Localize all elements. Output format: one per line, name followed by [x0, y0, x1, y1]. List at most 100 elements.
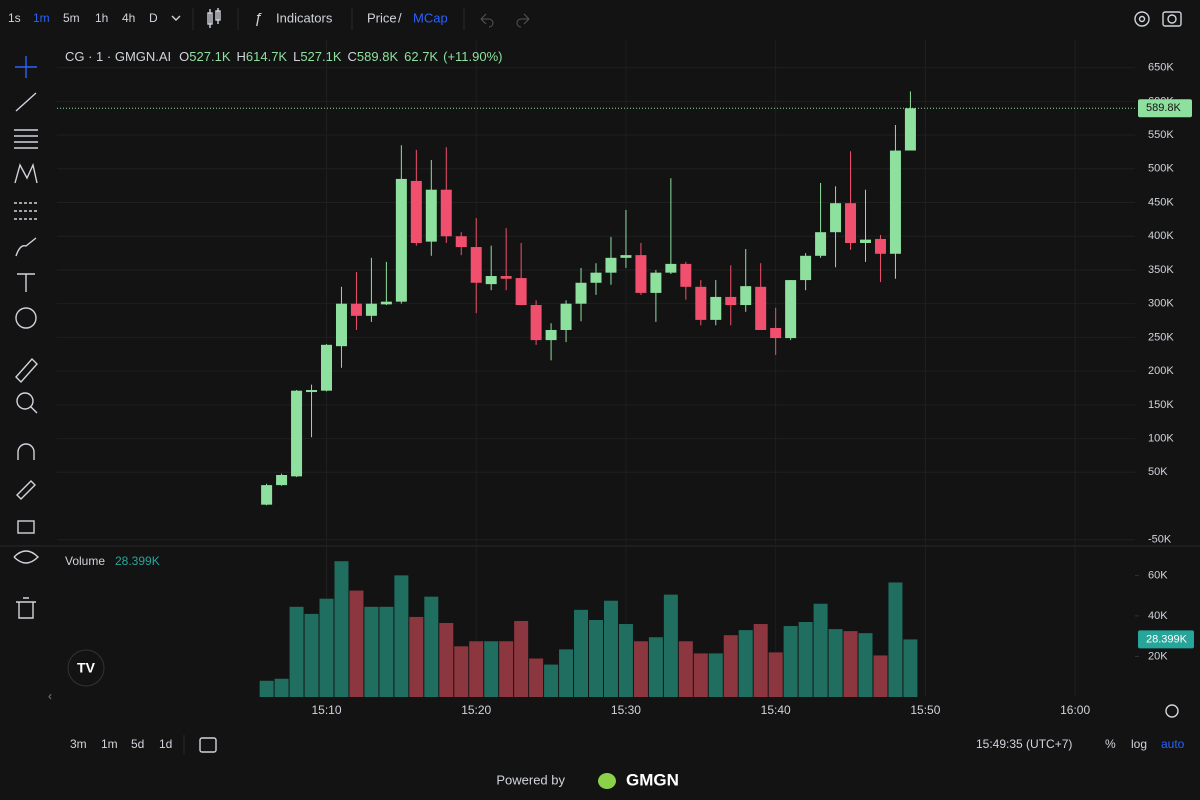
line-tool[interactable]	[15, 92, 37, 112]
y-tick-label: 50K	[1148, 466, 1168, 478]
candle-body	[276, 474, 288, 486]
volume-bar	[738, 630, 753, 697]
interval[interactable]: 4h	[122, 11, 135, 25]
lock-tool[interactable]	[17, 520, 35, 534]
delete-tool[interactable]	[16, 597, 36, 619]
candle-body	[545, 329, 557, 341]
fx-icon[interactable]: ƒ	[254, 10, 262, 27]
tv-logo[interactable]	[67, 649, 105, 687]
screenshot[interactable]	[1162, 11, 1182, 27]
candle-body	[620, 255, 632, 258]
axis-settings[interactable]	[1165, 704, 1179, 718]
chart-type-button[interactable]	[207, 8, 221, 28]
volume-tick-label: 20K	[1148, 650, 1168, 662]
undo[interactable]	[480, 13, 494, 28]
volume-bar	[708, 653, 723, 697]
volume-bar	[753, 624, 768, 697]
ohlc-label: C	[348, 49, 357, 64]
volume-bar	[813, 603, 828, 697]
ruler-tool[interactable]	[15, 357, 38, 384]
x-tick-label: 15:20	[461, 703, 491, 717]
text-tool[interactable]	[17, 273, 35, 292]
legend: CG · 1 · GMGN.AI O527.1K H614.7K L527.1K C58…	[65, 49, 503, 64]
candle-body	[365, 303, 377, 316]
candle-body	[830, 203, 842, 233]
settings[interactable]	[1134, 11, 1150, 27]
volume-bar	[648, 637, 663, 697]
hide-tool[interactable]	[13, 550, 39, 564]
brand-logo	[598, 773, 616, 789]
x-tick-label: 16:00	[1060, 703, 1090, 717]
candle-body	[380, 301, 392, 305]
emoji-tool[interactable]	[15, 307, 37, 329]
volume-bar	[439, 623, 454, 697]
indicators-button[interactable]: Indicators	[276, 10, 333, 25]
volume-bar	[484, 641, 499, 697]
candle-body	[350, 303, 362, 316]
pattern-tool[interactable]	[14, 162, 38, 184]
y-tick-label: 450K	[1148, 196, 1174, 208]
interval[interactable]: 5m	[63, 11, 80, 25]
x-tick-label: 15:40	[761, 703, 791, 717]
candle-body	[425, 189, 437, 242]
y-tick-label: 400K	[1148, 230, 1174, 242]
candle-body	[515, 278, 527, 306]
mcap-toggle[interactable]: MCap	[413, 10, 448, 25]
zoom-tool[interactable]	[16, 392, 34, 410]
volume-bar	[529, 658, 544, 697]
volume-bar	[693, 653, 708, 697]
candle-body	[261, 485, 273, 505]
last-price-tag	[1138, 99, 1192, 118]
interval[interactable]: D	[149, 11, 158, 25]
x-tick-label: 15:50	[910, 703, 940, 717]
interval[interactable]: 1h	[95, 11, 108, 25]
range[interactable]: 3m	[70, 737, 87, 751]
range[interactable]: 1d	[159, 737, 172, 751]
volume-bar	[544, 664, 559, 697]
candle-body	[680, 263, 692, 287]
candle-body	[650, 272, 662, 293]
volume-bar	[349, 590, 364, 697]
prediction-tool[interactable]	[14, 202, 38, 220]
candle-body	[755, 286, 767, 330]
top-toolbar: 1s 1m 5m 1h 4h D ƒ Indicators Price / MC…	[8, 8, 1182, 30]
auto-toggle[interactable]: auto	[1161, 737, 1185, 751]
candle-body	[410, 180, 422, 243]
symbol: CG · 1 · GMGN.AI	[65, 49, 171, 64]
volume-bar	[289, 606, 304, 697]
collapse[interactable]: ‹	[48, 689, 52, 703]
drawing-toolbar: ‹	[13, 56, 52, 703]
interval[interactable]: 1s	[8, 11, 21, 25]
brush-tool[interactable]	[15, 237, 37, 257]
candle-body	[560, 303, 572, 330]
candle-body	[695, 286, 707, 320]
candle-body	[291, 390, 303, 477]
range[interactable]: 5d	[131, 737, 144, 751]
volume-bar	[678, 641, 693, 697]
log-toggle[interactable]: log	[1131, 737, 1147, 751]
y-tick-label: -50K	[1148, 534, 1172, 546]
volume-bar	[633, 641, 648, 697]
percent-toggle[interactable]: %	[1105, 737, 1116, 751]
range[interactable]: 1m	[101, 737, 118, 751]
fib-tool[interactable]	[14, 129, 38, 149]
crosshair-tool[interactable]	[15, 56, 37, 78]
last-price-label: 589.8K	[1146, 102, 1182, 114]
date-range[interactable]	[199, 737, 217, 753]
ohlc-value: 527.1K	[189, 49, 231, 64]
y-tick-label: 500K	[1148, 163, 1174, 175]
candle-body	[321, 344, 332, 391]
magnet-tool[interactable]	[17, 443, 35, 460]
redo[interactable]	[516, 13, 530, 28]
volume-bar	[334, 561, 349, 697]
y-tick-label: 550K	[1148, 129, 1174, 141]
interval[interactable]: 1m	[33, 11, 50, 25]
volume-bar	[618, 624, 633, 697]
volume-value: 28.399K	[115, 554, 160, 568]
clock: 15:49:35 (UTC+7)	[976, 737, 1072, 751]
ohlc-value: 589.8K	[357, 49, 399, 64]
price-toggle[interactable]: Price	[367, 10, 397, 25]
lock-drawing-tool[interactable]	[16, 480, 36, 500]
dropdown[interactable]	[171, 15, 181, 21]
ohlc-label: O	[179, 49, 189, 64]
